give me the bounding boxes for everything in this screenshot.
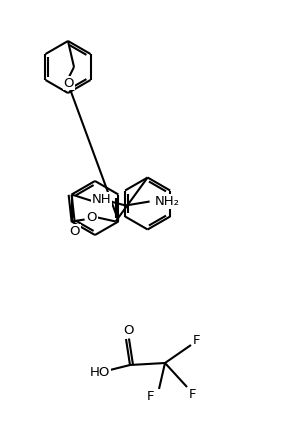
Text: O: O <box>69 225 80 238</box>
Text: HO: HO <box>90 366 110 380</box>
Text: NH₂: NH₂ <box>155 195 180 208</box>
Text: F: F <box>192 334 200 347</box>
Text: O: O <box>64 77 74 89</box>
Text: F: F <box>189 389 197 401</box>
Text: F: F <box>147 390 155 404</box>
Text: NH: NH <box>92 193 112 206</box>
Text: O: O <box>123 325 133 338</box>
Text: O: O <box>86 211 97 224</box>
